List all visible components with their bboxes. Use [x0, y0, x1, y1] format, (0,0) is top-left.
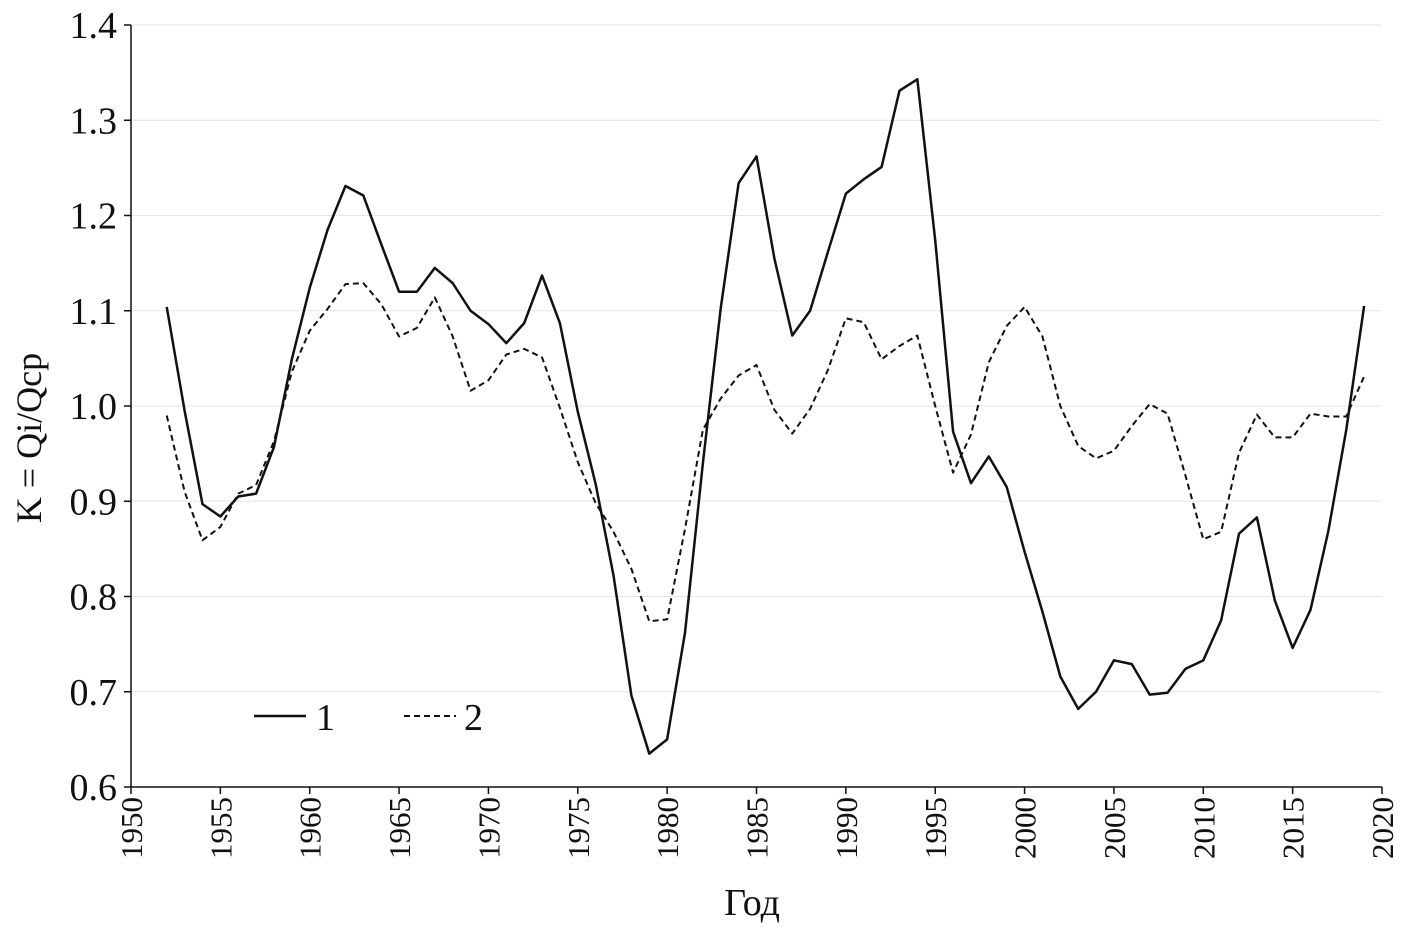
x-tick-label: 1950 — [114, 797, 149, 859]
y-tick-label: 0.6 — [70, 767, 118, 809]
y-axis-ticks: 0.6 0.7 0.8 0.9 1.0 1.1 1.2 1.3 1.4 — [70, 5, 131, 809]
x-tick-label: 1955 — [203, 797, 238, 859]
series-line-2 — [165, 282, 1366, 623]
y-tick-label: 1.0 — [70, 386, 118, 428]
y-tick-label: 0.9 — [70, 481, 118, 523]
x-tick-label: 2000 — [1008, 797, 1043, 859]
x-tick-label: 2005 — [1097, 797, 1132, 859]
legend-label-series-2: 2 — [464, 697, 483, 739]
y-tick-label: 0.7 — [70, 672, 118, 714]
x-tick-label: 2020 — [1365, 797, 1400, 859]
y-tick-label: 1.4 — [70, 5, 118, 47]
y-tick-label: 0.8 — [70, 577, 118, 619]
legend-label-series-1: 1 — [316, 697, 335, 739]
x-axis-ticks: 1950 1955 1960 1965 1970 1975 1980 1985 1990 1995… — [114, 787, 1400, 859]
x-tick-label: 1995 — [918, 797, 953, 859]
x-tick-label: 1960 — [293, 797, 328, 859]
x-tick-label: 1975 — [561, 797, 596, 859]
y-axis-title: K = Qi/Qcp — [9, 353, 49, 523]
x-tick-label: 2015 — [1276, 797, 1311, 859]
x-tick-label: 1985 — [740, 797, 775, 859]
x-tick-label: 1980 — [650, 797, 685, 859]
legend: 1 2 — [254, 697, 483, 739]
x-axis-title: Год — [724, 882, 780, 924]
x-tick-label: 1990 — [829, 797, 864, 859]
series-lines — [165, 78, 1366, 755]
y-tick-label: 1.1 — [70, 291, 118, 333]
y-tick-label: 1.3 — [70, 100, 118, 142]
horizontal-gridlines — [131, 24, 1382, 693]
x-tick-label: 2010 — [1186, 797, 1221, 859]
y-tick-label: 1.2 — [70, 196, 118, 238]
x-tick-label: 1970 — [471, 797, 506, 859]
series-line-1 — [165, 78, 1366, 755]
x-tick-label: 1965 — [382, 797, 417, 859]
